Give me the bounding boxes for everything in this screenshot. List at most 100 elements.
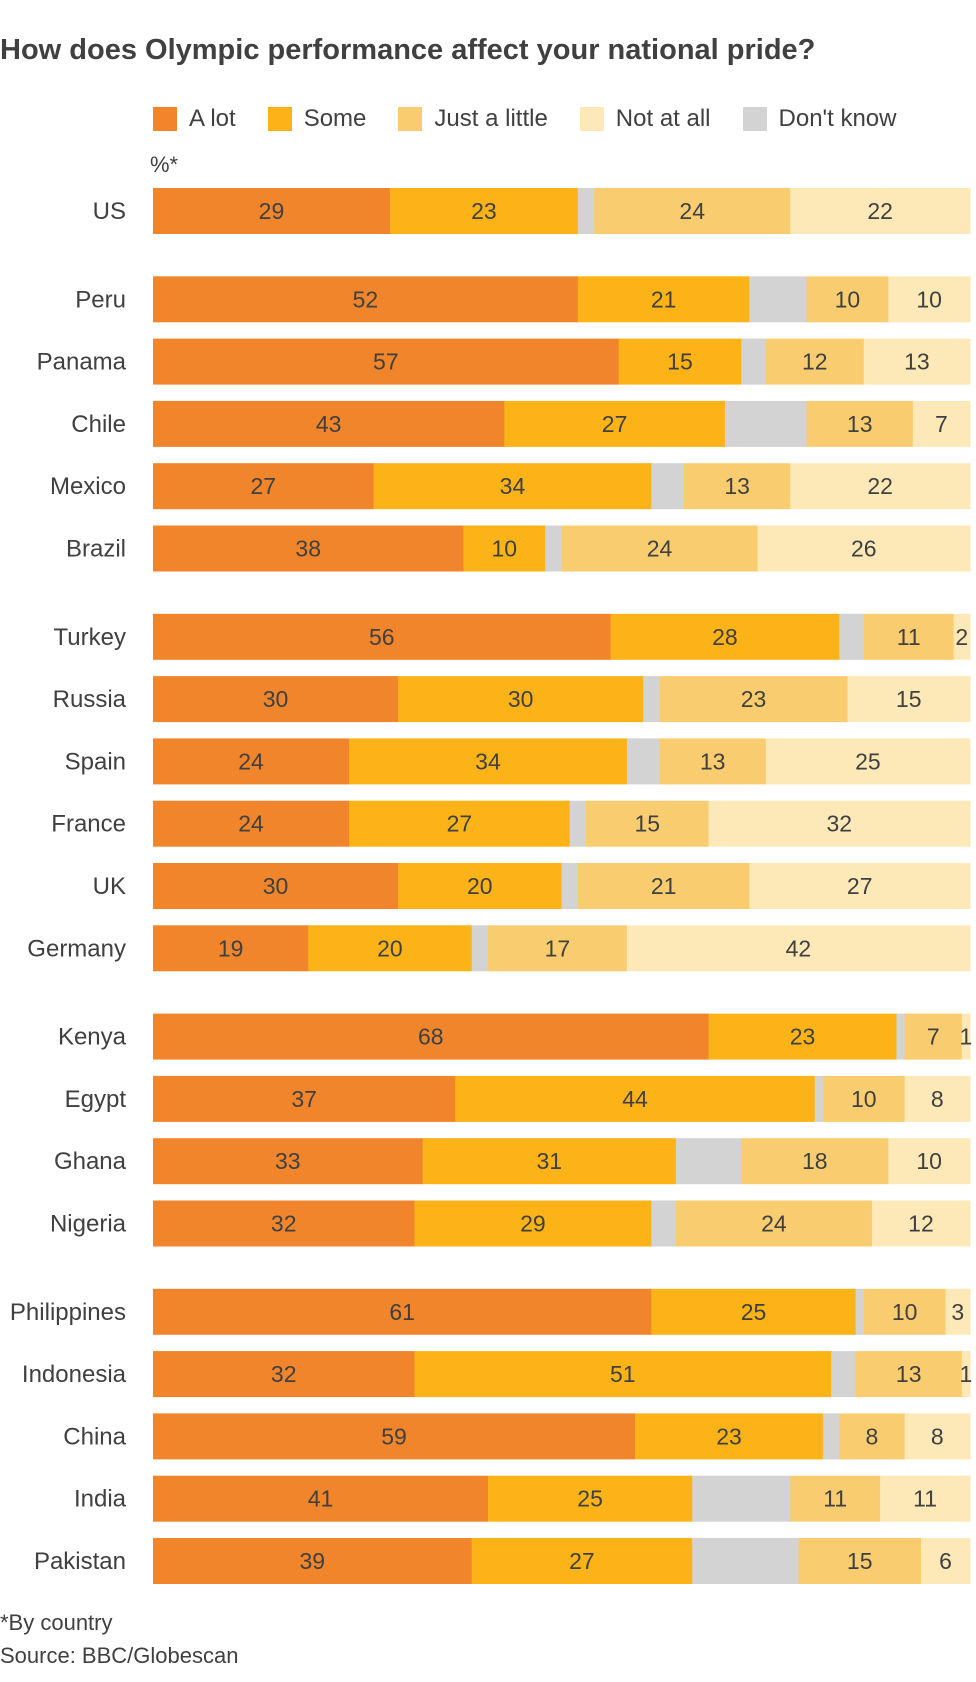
bar-row: India 41 25 11 11 [74,1475,971,1522]
data-label: 39 [300,1548,326,1574]
data-label: 2 [955,624,968,650]
bar-segment-dont-know [643,676,661,723]
data-label: 13 [700,748,726,774]
bar-segment-some [610,613,840,660]
data-label: 15 [667,349,693,375]
data-label: 8 [931,1086,944,1112]
data-label: 52 [353,286,379,312]
bar-row: Pakistan 39 27 15 6 [34,1538,971,1584]
country-label: Philippines [10,1299,126,1326]
bar-segment-just-a-little [675,1200,873,1247]
bar-segment-some [651,1288,857,1335]
country-label: France [51,811,126,838]
bar-segment-some [349,800,571,847]
bar-row: Mexico 27 34 13 22 [50,463,971,510]
data-label: 20 [467,873,493,899]
bar-segment-not-at-all [961,1351,971,1398]
country-label: Spain [65,748,126,775]
data-label: 15 [634,811,660,837]
data-label: 34 [500,473,526,499]
data-label: 24 [238,811,264,837]
bar-segment-a-lot [153,463,375,510]
data-label: 32 [271,1211,297,1237]
data-label: 24 [679,198,705,224]
legend-label: Don't know [778,105,897,132]
legend-item: Don't know [742,105,897,133]
bar-segment-just-a-little [855,1351,963,1398]
data-label: 51 [610,1361,636,1387]
country-label: Mexico [50,473,126,500]
bar-segment-a-lot [153,925,309,972]
bar-segment-some [422,1138,677,1185]
bar-segment-a-lot [153,1475,489,1522]
country-label: Turkey [54,624,126,651]
bar-segment-a-lot [153,1538,473,1584]
data-label: 25 [855,748,881,774]
country-label: Peru [75,286,126,313]
bar-segment-just-a-little [863,1288,946,1335]
bar-row: China 59 23 8 8 [63,1413,971,1460]
data-label: 30 [508,686,534,712]
bar-segment-some [398,676,644,723]
bar-segment-some [389,188,579,234]
data-label: 18 [802,1148,828,1174]
data-label: 12 [908,1211,934,1237]
bar-segment-a-lot [153,1138,424,1185]
bar-segment-a-lot [153,800,350,847]
bar-segment-just-a-little [765,338,865,385]
bar-segment-not-at-all [904,1075,971,1122]
bar-segment-dont-know [692,1475,791,1522]
bar-segment-not-at-all [961,1013,971,1060]
bar-segment-not-at-all [757,525,971,572]
bar-segment-a-lot [153,400,505,447]
bar-segment-dont-know [741,338,767,385]
bar-segment-dont-know [471,925,489,972]
bar-segment-not-at-all [953,613,971,660]
data-label: 10 [492,536,518,562]
data-label: 23 [471,198,497,224]
legend-item: Not at all [579,105,711,133]
bar-row: US 29 23 24 22 [93,188,971,234]
country-label: China [63,1423,126,1450]
data-label: 68 [418,1024,444,1050]
footnote: *By country [0,1610,113,1635]
bar-segment-a-lot [153,1200,415,1247]
legend-item: A lot [153,105,236,133]
data-label: 23 [716,1423,742,1449]
legend-swatch [398,107,423,131]
bar-segment-dont-know [896,1013,906,1060]
bar-segment-just-a-little [863,613,955,660]
bar-segment-some [308,925,473,972]
data-label: 30 [263,686,289,712]
bar-segment-some [463,525,546,572]
bar-segment-some [487,1475,693,1522]
bar-segment-not-at-all [708,800,971,847]
chart-title: How does Olympic performance affect your… [0,34,816,66]
bar-row: Chile 43 27 13 7 [71,400,971,447]
data-label: 20 [377,935,403,961]
bar-segment-a-lot [153,525,464,572]
bar-segment-not-at-all [765,738,971,785]
data-label: 21 [651,873,677,899]
data-label: 8 [931,1423,944,1449]
data-label: 23 [741,686,767,712]
country-label: Indonesia [22,1361,127,1388]
legend-swatch [267,107,292,131]
data-label: 3 [951,1299,964,1325]
data-label: 29 [520,1211,546,1237]
bar-row: Spain 24 34 13 25 [65,738,971,785]
data-label: 7 [935,411,948,437]
bar-segment-just-a-little [798,1538,922,1584]
data-label: 59 [381,1423,407,1449]
bar-segment-just-a-little [741,1138,889,1185]
bar-segment-just-a-little [577,863,750,909]
bar-segment-dont-know [749,276,808,323]
data-label: 27 [447,811,473,837]
data-label: 27 [250,473,276,499]
data-label: 33 [275,1148,301,1174]
data-label: 6 [939,1548,952,1574]
bar-segment-some [635,1413,824,1460]
data-label: 7 [927,1024,940,1050]
bar-row: Panama 57 15 12 13 [37,338,971,385]
country-label: Russia [53,686,127,713]
